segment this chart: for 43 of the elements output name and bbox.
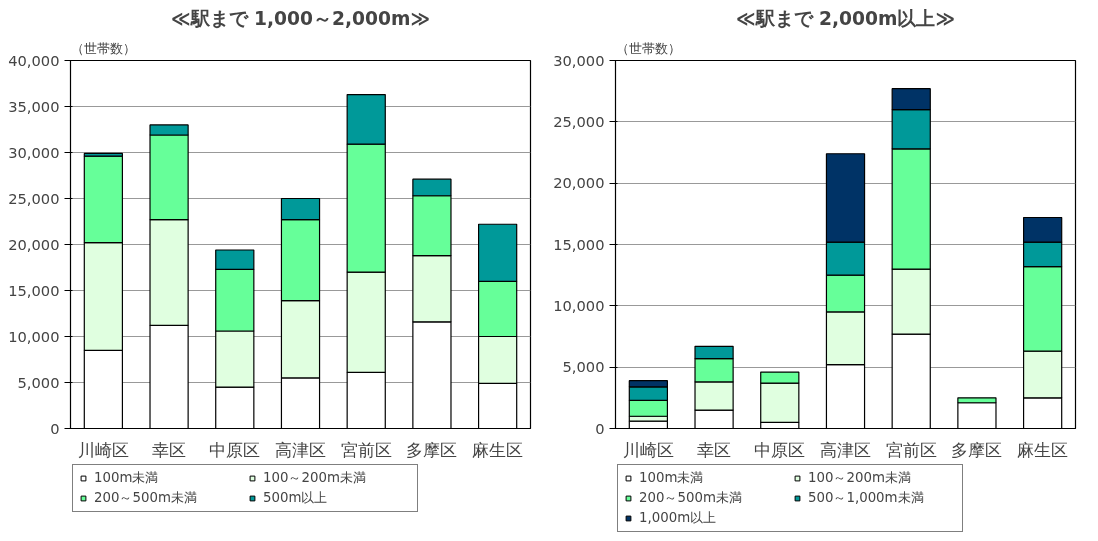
legend-label: 100～200m未満 [808, 469, 912, 487]
x-tick-label: 川崎区 [622, 439, 674, 460]
legend-label: 500～1,000m未満 [808, 489, 925, 507]
x-tick-label: 幸区 [152, 439, 187, 460]
legend-label: 100m未満 [639, 469, 705, 487]
legend-label: 500m以上 [263, 489, 329, 507]
y-tick-label: 30,000 [8, 143, 60, 161]
y-tick-label: 20,000 [553, 174, 605, 192]
x-tick-label: 多摩区 [406, 439, 458, 460]
x-tick-label: 高津区 [820, 439, 871, 460]
y-tick-label: 15,000 [553, 235, 605, 253]
y-tick-label: 5,000 [17, 373, 60, 391]
legend-label: 200～500m未満 [639, 489, 743, 507]
legend-label: 1,000m以上 [639, 509, 718, 527]
x-tick-label: 宮前区 [885, 439, 937, 460]
x-tick-label: 中原区 [209, 439, 261, 460]
legend-label: 100m未満 [94, 469, 160, 487]
chart-title: ≪駅まで 1,000～2,000m≫ [170, 7, 431, 29]
x-tick-label: 宮前区 [340, 439, 392, 460]
y-tick-label: 15,000 [8, 281, 60, 299]
y-axis-title: （世帯数） [70, 40, 136, 56]
x-tick-label: 麻生区 [1017, 439, 1069, 460]
x-tick-label: 幸区 [697, 439, 732, 460]
y-tick-label: 5,000 [562, 358, 605, 376]
y-tick-label: 0 [50, 419, 60, 437]
y-tick-label: 0 [595, 419, 605, 437]
y-tick-label: 10,000 [8, 327, 60, 345]
legend-label: 100～200m未満 [263, 469, 367, 487]
x-tick-label: 麻生区 [472, 439, 524, 460]
y-axis-title: （世帯数） [615, 40, 681, 56]
x-tick-label: 川崎区 [77, 439, 129, 460]
y-tick-label: 10,000 [553, 296, 605, 314]
y-tick-label: 25,000 [553, 112, 605, 130]
x-tick-label: 中原区 [754, 439, 806, 460]
y-tick-label: 40,000 [8, 51, 60, 69]
legend-label: 200～500m未満 [94, 489, 198, 507]
y-tick-label: 25,000 [8, 189, 60, 207]
y-tick-label: 35,000 [8, 97, 60, 115]
x-tick-label: 高津区 [275, 439, 326, 460]
chart-title: ≪駅まで 2,000m以上≫ [736, 7, 956, 29]
x-tick-label: 多摩区 [951, 439, 1003, 460]
y-tick-label: 30,000 [553, 51, 605, 69]
y-tick-label: 20,000 [8, 235, 60, 253]
